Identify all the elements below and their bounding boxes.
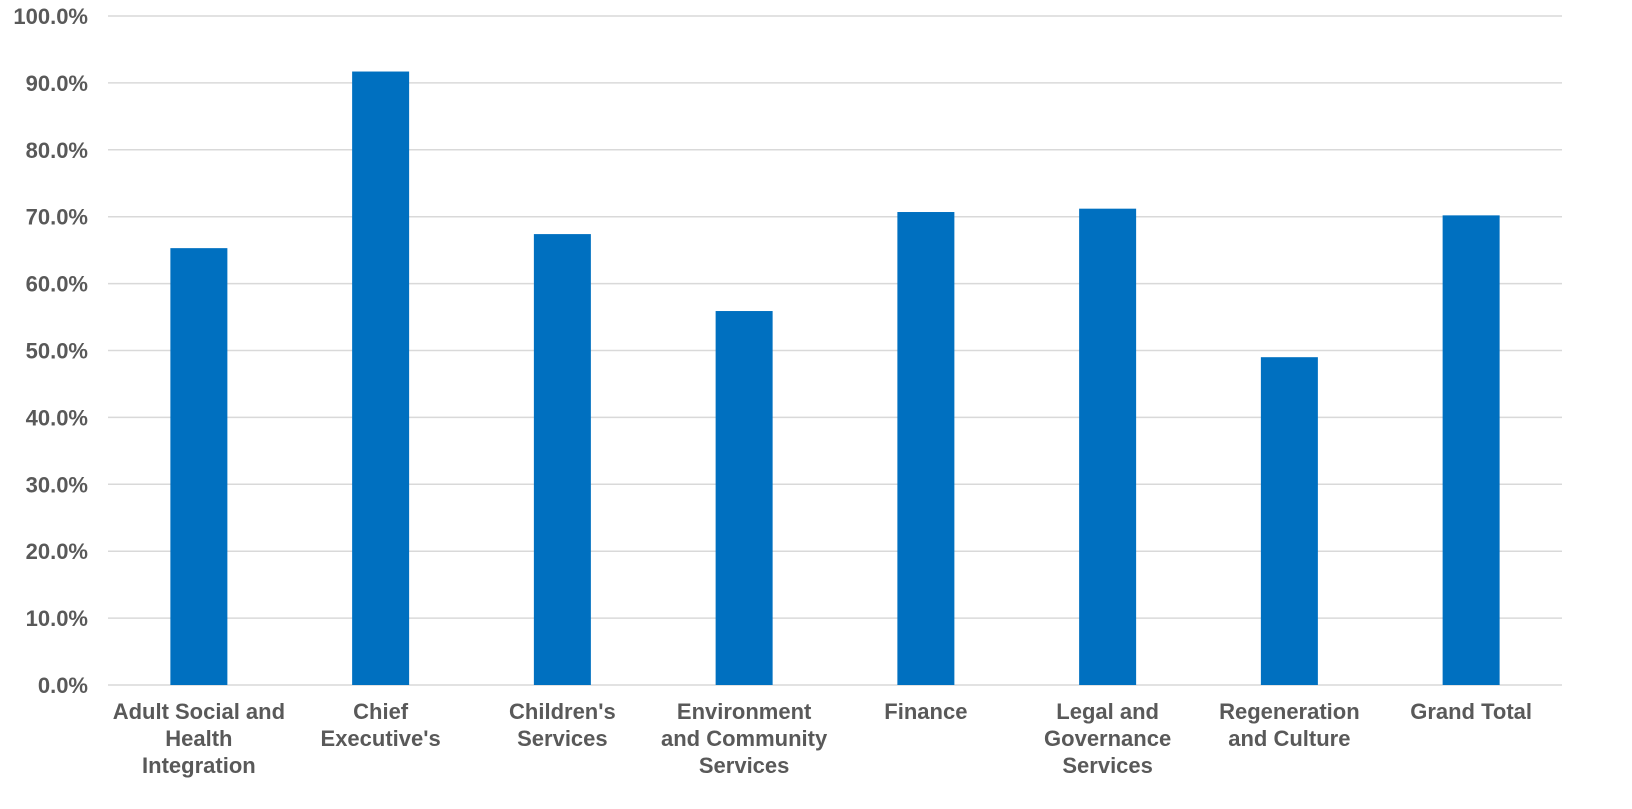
- bar: [897, 212, 955, 685]
- bar: [352, 71, 410, 686]
- y-tick-label: 60.0%: [26, 272, 88, 297]
- x-category-label: Environment and Community Services: [661, 699, 828, 778]
- x-category-label: Chief Executive's: [321, 699, 441, 751]
- y-tick-label: 70.0%: [26, 205, 88, 230]
- y-axis-tick-labels: 0.0% 10.0% 20.0% 30.0% 40.0% 50.0% 60.0% 70.0% 8…: [13, 4, 88, 698]
- bar: [1442, 215, 1500, 685]
- bar: [715, 311, 773, 685]
- y-tick-label: 40.0%: [26, 405, 88, 430]
- y-tick-label: 0.0%: [38, 673, 88, 698]
- x-category-label: Children's Services: [509, 699, 616, 751]
- bar: [1260, 357, 1318, 685]
- x-category-label: Adult Social and Health Integration: [113, 699, 285, 778]
- x-category-label: Regeneration and Culture: [1219, 699, 1360, 751]
- y-tick-label: 100.0%: [13, 4, 88, 29]
- y-tick-label: 30.0%: [26, 472, 88, 497]
- x-category-label: Grand Total: [1410, 699, 1532, 724]
- bar: [170, 248, 228, 685]
- y-tick-label: 50.0%: [26, 339, 88, 364]
- x-axis-category-labels: Adult Social and Health Integration Chief Ex…: [113, 699, 1532, 778]
- gridlines: [108, 15, 1562, 686]
- bar: [1079, 208, 1137, 685]
- y-tick-label: 20.0%: [26, 539, 88, 564]
- y-tick-label: 80.0%: [26, 138, 88, 163]
- y-tick-label: 90.0%: [26, 71, 88, 96]
- y-tick-label: 10.0%: [26, 606, 88, 631]
- x-category-label: Finance: [884, 699, 967, 724]
- x-category-label: Legal and Governance Services: [1044, 699, 1171, 778]
- bar: [533, 234, 591, 685]
- bars: [170, 71, 1500, 686]
